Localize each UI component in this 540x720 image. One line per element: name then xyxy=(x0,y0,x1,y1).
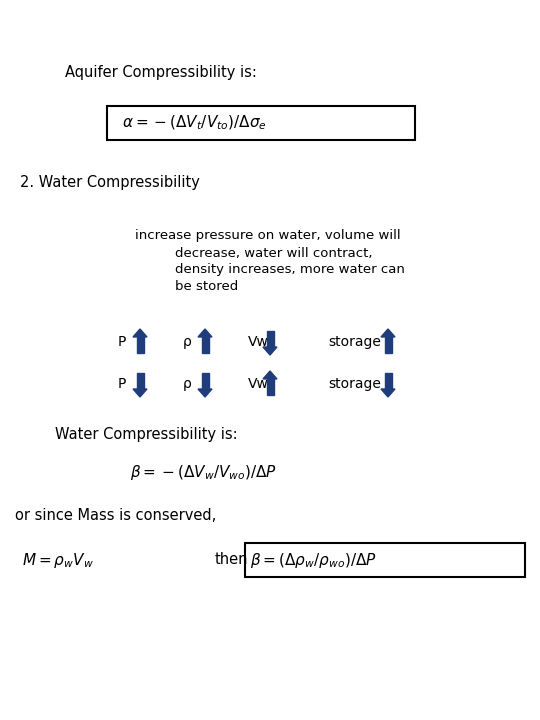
Text: $\beta  = (\Delta\rho_w / \rho_{wo}) / \Delta P$: $\beta = (\Delta\rho_w / \rho_{wo}) / \D… xyxy=(250,551,377,570)
Text: be stored: be stored xyxy=(175,281,238,294)
Polygon shape xyxy=(133,389,147,397)
Text: ρ: ρ xyxy=(183,335,192,349)
Text: increase pressure on water, volume will: increase pressure on water, volume will xyxy=(135,230,401,243)
Text: or since Mass is conserved,: or since Mass is conserved, xyxy=(15,508,216,523)
Text: Water Compressibility is:: Water Compressibility is: xyxy=(55,428,238,443)
Polygon shape xyxy=(263,371,277,379)
Text: $M = \rho_w V_w$: $M = \rho_w V_w$ xyxy=(22,551,94,570)
Text: density increases, more water can: density increases, more water can xyxy=(175,264,405,276)
Text: $\alpha  =  -(\Delta V_t / V_{to}) / \Delta\sigma_e$: $\alpha = -(\Delta V_t / V_{to}) / \Delt… xyxy=(122,114,267,132)
Polygon shape xyxy=(384,373,391,389)
Polygon shape xyxy=(198,389,212,397)
Polygon shape xyxy=(267,331,273,347)
Text: then: then xyxy=(215,552,248,567)
Text: Vw: Vw xyxy=(248,377,269,391)
Bar xyxy=(245,543,525,577)
Text: decrease, water will contract,: decrease, water will contract, xyxy=(175,246,373,259)
Polygon shape xyxy=(198,329,212,337)
Text: P: P xyxy=(118,335,126,349)
Polygon shape xyxy=(201,373,208,389)
Polygon shape xyxy=(381,389,395,397)
Text: P: P xyxy=(118,377,126,391)
Polygon shape xyxy=(137,337,144,353)
Text: $\beta  =  -(\Delta V_w / V_{wo}) / \Delta P$: $\beta = -(\Delta V_w / V_{wo}) / \Delta… xyxy=(130,464,277,482)
Polygon shape xyxy=(263,347,277,355)
Polygon shape xyxy=(137,373,144,389)
Polygon shape xyxy=(133,329,147,337)
Polygon shape xyxy=(201,337,208,353)
Polygon shape xyxy=(267,379,273,395)
Text: ρ: ρ xyxy=(183,377,192,391)
Text: storage: storage xyxy=(328,377,381,391)
Polygon shape xyxy=(381,329,395,337)
Text: Vw: Vw xyxy=(248,335,269,349)
Polygon shape xyxy=(384,337,391,353)
Text: Aquifer Compressibility is:: Aquifer Compressibility is: xyxy=(65,65,257,79)
Bar xyxy=(107,106,415,140)
Text: 2. Water Compressibility: 2. Water Compressibility xyxy=(20,174,200,189)
Text: storage: storage xyxy=(328,335,381,349)
